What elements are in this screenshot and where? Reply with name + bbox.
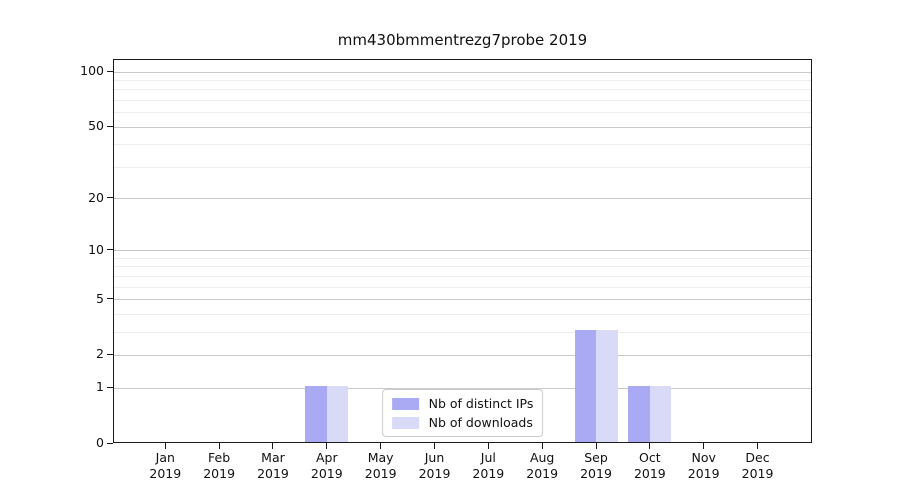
x-tick-mark (541, 443, 543, 449)
bar-distinct-ips (305, 386, 327, 442)
x-tick-label: Aug 2019 (526, 450, 559, 481)
y-tick-mark (107, 298, 113, 300)
x-tick-label: Jun 2019 (418, 450, 451, 481)
major-gridline (114, 354, 811, 356)
x-tick-label: Apr 2019 (310, 450, 343, 481)
x-tick-label: Jan 2019 (149, 450, 182, 481)
y-tick-mark (107, 353, 113, 355)
minor-gridline (114, 266, 811, 268)
minor-gridline (114, 257, 811, 259)
legend-swatch (391, 397, 419, 410)
major-gridline (114, 71, 811, 73)
minor-gridline (114, 166, 811, 168)
minor-gridline (114, 89, 811, 91)
bar-distinct-ips (574, 330, 597, 442)
legend-item: Nb of downloads (391, 415, 534, 430)
minor-gridline (114, 112, 811, 114)
x-tick-mark (272, 443, 274, 449)
x-tick-label: Mar 2019 (257, 450, 289, 481)
minor-gridline (114, 99, 811, 101)
bar-downloads (649, 386, 672, 442)
plot-area: Nb of distinct IPs Nb of downloads (113, 59, 812, 443)
minor-gridline (114, 275, 811, 277)
x-tick-mark (164, 443, 166, 449)
x-tick-label: Sep 2019 (580, 450, 612, 481)
x-tick-label: Jul 2019 (472, 450, 505, 481)
y-tick-mark (107, 249, 113, 251)
minor-gridline (114, 144, 811, 146)
bar-downloads (326, 386, 349, 442)
major-gridline (114, 299, 811, 301)
y-tick-label: 20 (88, 189, 104, 205)
x-tick-mark (649, 443, 651, 449)
y-tick-mark (107, 386, 113, 388)
minor-gridline (114, 79, 811, 81)
minor-gridline (114, 286, 811, 288)
minor-gridline (114, 313, 811, 315)
bar-distinct-ips (628, 386, 650, 442)
x-tick-mark (487, 443, 489, 449)
x-tick-label: May 2019 (364, 450, 397, 481)
x-tick-label: Nov 2019 (687, 450, 720, 481)
y-tick-label: 5 (96, 290, 104, 306)
minor-gridline (114, 331, 811, 333)
legend-label: Nb of distinct IPs (428, 396, 534, 411)
y-tick-mark (107, 442, 113, 444)
y-tick-label: 0 (96, 435, 104, 450)
x-tick-mark (595, 443, 597, 449)
x-tick-mark (703, 443, 705, 449)
legend-item: Nb of distinct IPs (391, 396, 534, 411)
x-tick-label: Oct 2019 (633, 450, 666, 481)
x-tick-mark (757, 443, 759, 449)
legend-swatch (391, 416, 419, 429)
major-gridline (114, 126, 811, 128)
y-tick-label: 2 (96, 346, 104, 362)
x-tick-mark (380, 443, 382, 449)
major-gridline (114, 198, 811, 200)
y-tick-mark (107, 125, 113, 127)
x-tick-mark (434, 443, 435, 449)
x-tick-mark (326, 443, 328, 449)
chart-title: mm430bmmentrezg7probe 2019 (337, 31, 588, 49)
y-tick-mark (107, 197, 113, 199)
major-gridline (114, 387, 811, 389)
y-tick-mark (107, 70, 113, 72)
legend: Nb of distinct IPs Nb of downloads (381, 389, 544, 437)
x-tick-mark (218, 443, 220, 449)
x-tick-label: Feb 2019 (203, 450, 236, 481)
x-tick-label: Dec 2019 (741, 450, 774, 481)
y-tick-label: 50 (88, 118, 104, 134)
major-gridline (114, 250, 811, 252)
y-tick-label: 10 (88, 241, 104, 257)
y-tick-label: 1 (96, 379, 104, 395)
legend-label: Nb of downloads (428, 415, 533, 430)
bar-downloads (596, 330, 618, 442)
y-tick-label: 100 (80, 63, 104, 79)
